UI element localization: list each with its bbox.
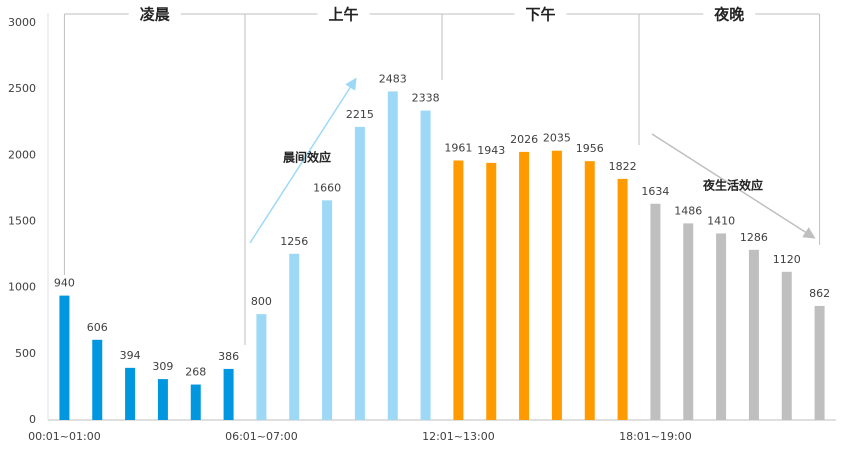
data-label: 1286 [740, 231, 768, 244]
bar [650, 203, 661, 420]
y-tick-label: 500 [15, 347, 36, 360]
period-label: 夜晚 [713, 6, 744, 24]
bar [190, 384, 201, 420]
bar [748, 249, 759, 420]
annotation: 夜生活效应 [702, 178, 763, 193]
x-tick-label: 18:01~19:00 [619, 430, 692, 443]
y-tick-label: 0 [29, 413, 36, 426]
data-label: 1943 [477, 144, 505, 157]
bar [289, 253, 300, 420]
annotation: 晨间效应 [283, 150, 331, 165]
data-label: 862 [809, 287, 830, 300]
arrow [651, 133, 816, 239]
data-label: 386 [218, 350, 239, 363]
data-label: 1256 [280, 235, 308, 248]
bar [125, 367, 136, 420]
bar [322, 200, 333, 420]
bar [157, 379, 168, 420]
bar [256, 314, 267, 420]
bar [617, 178, 628, 420]
period-label: 下午 [525, 6, 555, 24]
bar [59, 295, 70, 420]
period-label: 凌晨 [140, 6, 171, 24]
bar [584, 161, 595, 420]
bar [420, 110, 431, 420]
y-tick-label: 1500 [8, 215, 36, 228]
data-label: 1660 [313, 181, 341, 194]
data-label: 1956 [576, 142, 604, 155]
data-label: 2026 [510, 133, 538, 146]
data-label: 1410 [707, 214, 735, 227]
x-tick-label: 00:01~01:00 [28, 430, 101, 443]
data-label: 1961 [444, 141, 472, 154]
arrow [249, 77, 357, 244]
y-tick-label: 2000 [8, 148, 36, 161]
y-tick-label: 1000 [8, 281, 36, 294]
y-tick-label: 2500 [8, 82, 36, 95]
period-label: 上午 [328, 6, 358, 24]
data-label: 1634 [641, 185, 669, 198]
x-tick-label: 06:01~07:00 [225, 430, 298, 443]
bar [814, 305, 825, 420]
bar [223, 368, 234, 420]
bar [486, 162, 497, 420]
data-label: 2035 [543, 132, 571, 145]
bar [92, 339, 103, 420]
bar [683, 223, 694, 420]
y-tick-label: 3000 [8, 16, 36, 29]
data-label: 268 [185, 366, 206, 379]
bar [387, 91, 398, 421]
data-label: 1486 [674, 204, 702, 217]
bar [551, 150, 562, 420]
data-label: 1822 [609, 160, 637, 173]
data-label: 309 [152, 360, 173, 373]
data-label: 2338 [412, 92, 440, 105]
bar [453, 160, 464, 421]
bar [781, 271, 792, 420]
bar [354, 126, 365, 421]
data-label: 606 [87, 321, 108, 334]
bar [519, 151, 530, 420]
data-label: 940 [54, 277, 75, 290]
data-label: 1120 [773, 253, 801, 266]
data-label: 2215 [346, 108, 374, 121]
data-label: 2483 [379, 72, 407, 85]
bar [716, 233, 727, 420]
x-tick-label: 12:01~13:00 [422, 430, 495, 443]
data-label: 394 [120, 349, 141, 362]
data-label: 800 [251, 295, 272, 308]
